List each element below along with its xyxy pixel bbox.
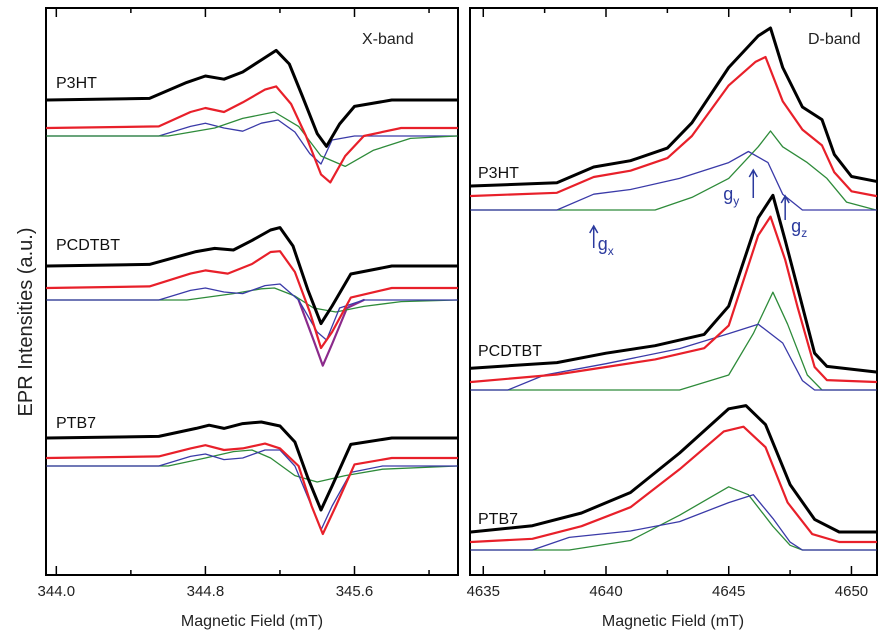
d-band-ticks: 4635 4640 4645 4650 [467,9,868,600]
x-band-ptb7-experimental-black-line [45,420,459,512]
d-band-tick-label: 4640 [589,583,622,600]
d-band-label: D-band [808,31,860,48]
x-band-pcdtbt-experimental-black-line [45,226,459,326]
x-band-ptb7-simulation-red-line [45,442,459,536]
d-band-pcdtbt-component-blue-line [470,323,877,391]
d-band-p3ht-simulation-red-line [469,55,878,198]
x-band-pcdtbt-simulation-red-line [45,250,459,350]
x-band-p3ht-simulation-red-line [45,85,459,184]
d-band-frame [469,7,878,576]
d-band-sample-ptb7: PTB7 [478,511,518,528]
d-band-pcdtbt-simulation-red-line [469,215,878,384]
x-band-ticks: 344.0 344.8 345.6 [38,9,430,600]
d-band-tick-label: 4635 [467,583,500,600]
x-band-p3ht-component-green-line [46,111,458,168]
x-band-label: X-band [362,31,414,48]
x-band-panel: X-band 344.0 344.8 345.6 P3HT PCDTBT PTB7 … [38,7,459,630]
x-band-pcdtbt-component-blue-line [46,283,458,341]
d-band-ptb7-simulation-red-line [469,425,878,544]
x-band-ptb7-component-green-line [46,449,458,483]
x-band-frame [45,7,459,576]
d-band-annotations: gx gy gz [589,168,807,258]
d-band-sample-pcdtbt: PCDTBT [478,343,542,360]
d-band-pcdtbt-component-green-line [470,291,877,391]
d-band-series [469,26,878,551]
d-band-tick-label: 4650 [835,583,868,600]
x-band-ptb7-component-blue-line [46,449,458,531]
x-band-tick-label: 344.8 [187,583,225,600]
d-band-sample-p3ht: P3HT [478,165,519,182]
d-band-p3ht-experimental-black-line [469,26,878,188]
x-band-tick-label: 345.6 [336,583,374,600]
gx-label: gx [598,234,614,258]
gy-arrow-head [748,168,758,178]
x-band-tick-label: 344.0 [38,583,76,600]
y-axis-label: EPR Intensities (a.u.) [15,228,37,417]
gz-arrow-head [780,194,790,204]
gy-label: gy [723,184,739,208]
d-band-p3ht-component-blue-line [470,150,877,211]
d-band-xlabel: Magnetic Field (mT) [602,613,744,630]
x-band-xlabel: Magnetic Field (mT) [181,613,323,630]
d-band-ptb7-component-blue-line [470,494,877,551]
x-band-sample-ptb7: PTB7 [56,415,96,432]
d-band-panel: D-band 4635 4640 4645 4650 gx gy gz P3HT PCDT… [467,7,878,630]
d-band-tick-label: 4645 [712,583,745,600]
d-band-p3ht-component-green-line [470,130,877,211]
d-band-pcdtbt-experimental-black-line [469,193,878,374]
x-band-sample-p3ht: P3HT [56,75,97,92]
d-band-ptb7-experimental-black-line [469,404,878,534]
x-band-p3ht-experimental-black-line [45,48,459,148]
gz-label: gz [791,216,807,240]
gx-arrow-head [589,224,599,234]
x-band-pcdtbt-component-purple-line [297,298,365,367]
x-band-series [45,48,459,536]
d-band-ptb7-component-green-line [470,486,877,551]
x-band-sample-pcdtbt: PCDTBT [56,237,120,254]
x-band-p3ht-component-blue-line [46,119,458,165]
